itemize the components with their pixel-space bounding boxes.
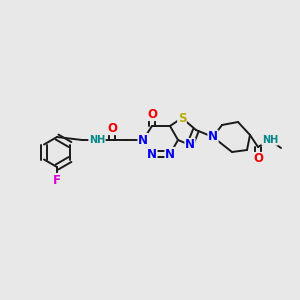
Text: NH: NH bbox=[262, 135, 278, 145]
Text: O: O bbox=[147, 107, 157, 121]
Text: N: N bbox=[147, 148, 157, 160]
Text: NH: NH bbox=[89, 135, 105, 145]
Text: F: F bbox=[53, 173, 61, 187]
Text: S: S bbox=[178, 112, 186, 124]
Text: N: N bbox=[185, 139, 195, 152]
Text: N: N bbox=[208, 130, 218, 143]
Text: O: O bbox=[107, 122, 117, 134]
Text: O: O bbox=[253, 152, 263, 166]
Text: N: N bbox=[138, 134, 148, 146]
Text: N: N bbox=[165, 148, 175, 160]
